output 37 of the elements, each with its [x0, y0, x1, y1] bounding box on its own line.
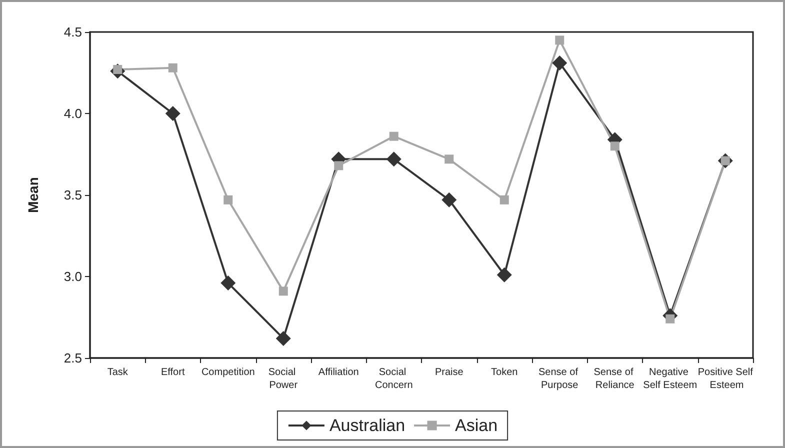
x-tick-label: Praise: [434, 367, 464, 378]
point: [666, 314, 675, 324]
x-tick-label: Competition: [201, 367, 255, 378]
x-tick-label: Social Concern: [374, 367, 413, 391]
point: [386, 152, 402, 167]
y-tick-label: 4.0: [64, 106, 82, 121]
point: [389, 132, 398, 141]
y-tick-label: 4.5: [64, 24, 82, 40]
point: [552, 55, 568, 70]
x-tick-label: Negative Self Esteem: [643, 367, 698, 391]
legend-label: Asian: [455, 416, 498, 435]
point: [442, 192, 457, 208]
y-tick-label: 3.5: [64, 188, 82, 202]
x-tick-label: Social Power: [268, 367, 298, 391]
x-tick-label: Affiliation: [318, 367, 359, 378]
point: [165, 106, 180, 121]
x-tick-label: Task: [107, 367, 129, 378]
point: [220, 276, 236, 291]
point: [168, 63, 178, 72]
point: [555, 36, 564, 45]
point: [500, 195, 509, 204]
y-tick-label: 3.0: [64, 269, 82, 284]
point: [278, 286, 288, 296]
point: [610, 142, 620, 151]
legend-label: Australian: [329, 416, 406, 435]
y-tick-label: 2.5: [64, 350, 82, 366]
x-tick-label: Sense of Purpose: [538, 367, 581, 391]
x-tick-label: Effort: [161, 367, 185, 378]
point: [276, 330, 291, 346]
point: [334, 161, 344, 170]
y-axis-title: Mean: [25, 177, 41, 213]
x-tick-label: Positive Self Esteem: [698, 367, 754, 391]
point: [444, 154, 454, 164]
x-tick-label: Token: [491, 367, 518, 378]
x-tick-label: Sense of Reliance: [594, 367, 636, 391]
point: [496, 267, 512, 282]
point: [224, 195, 233, 204]
